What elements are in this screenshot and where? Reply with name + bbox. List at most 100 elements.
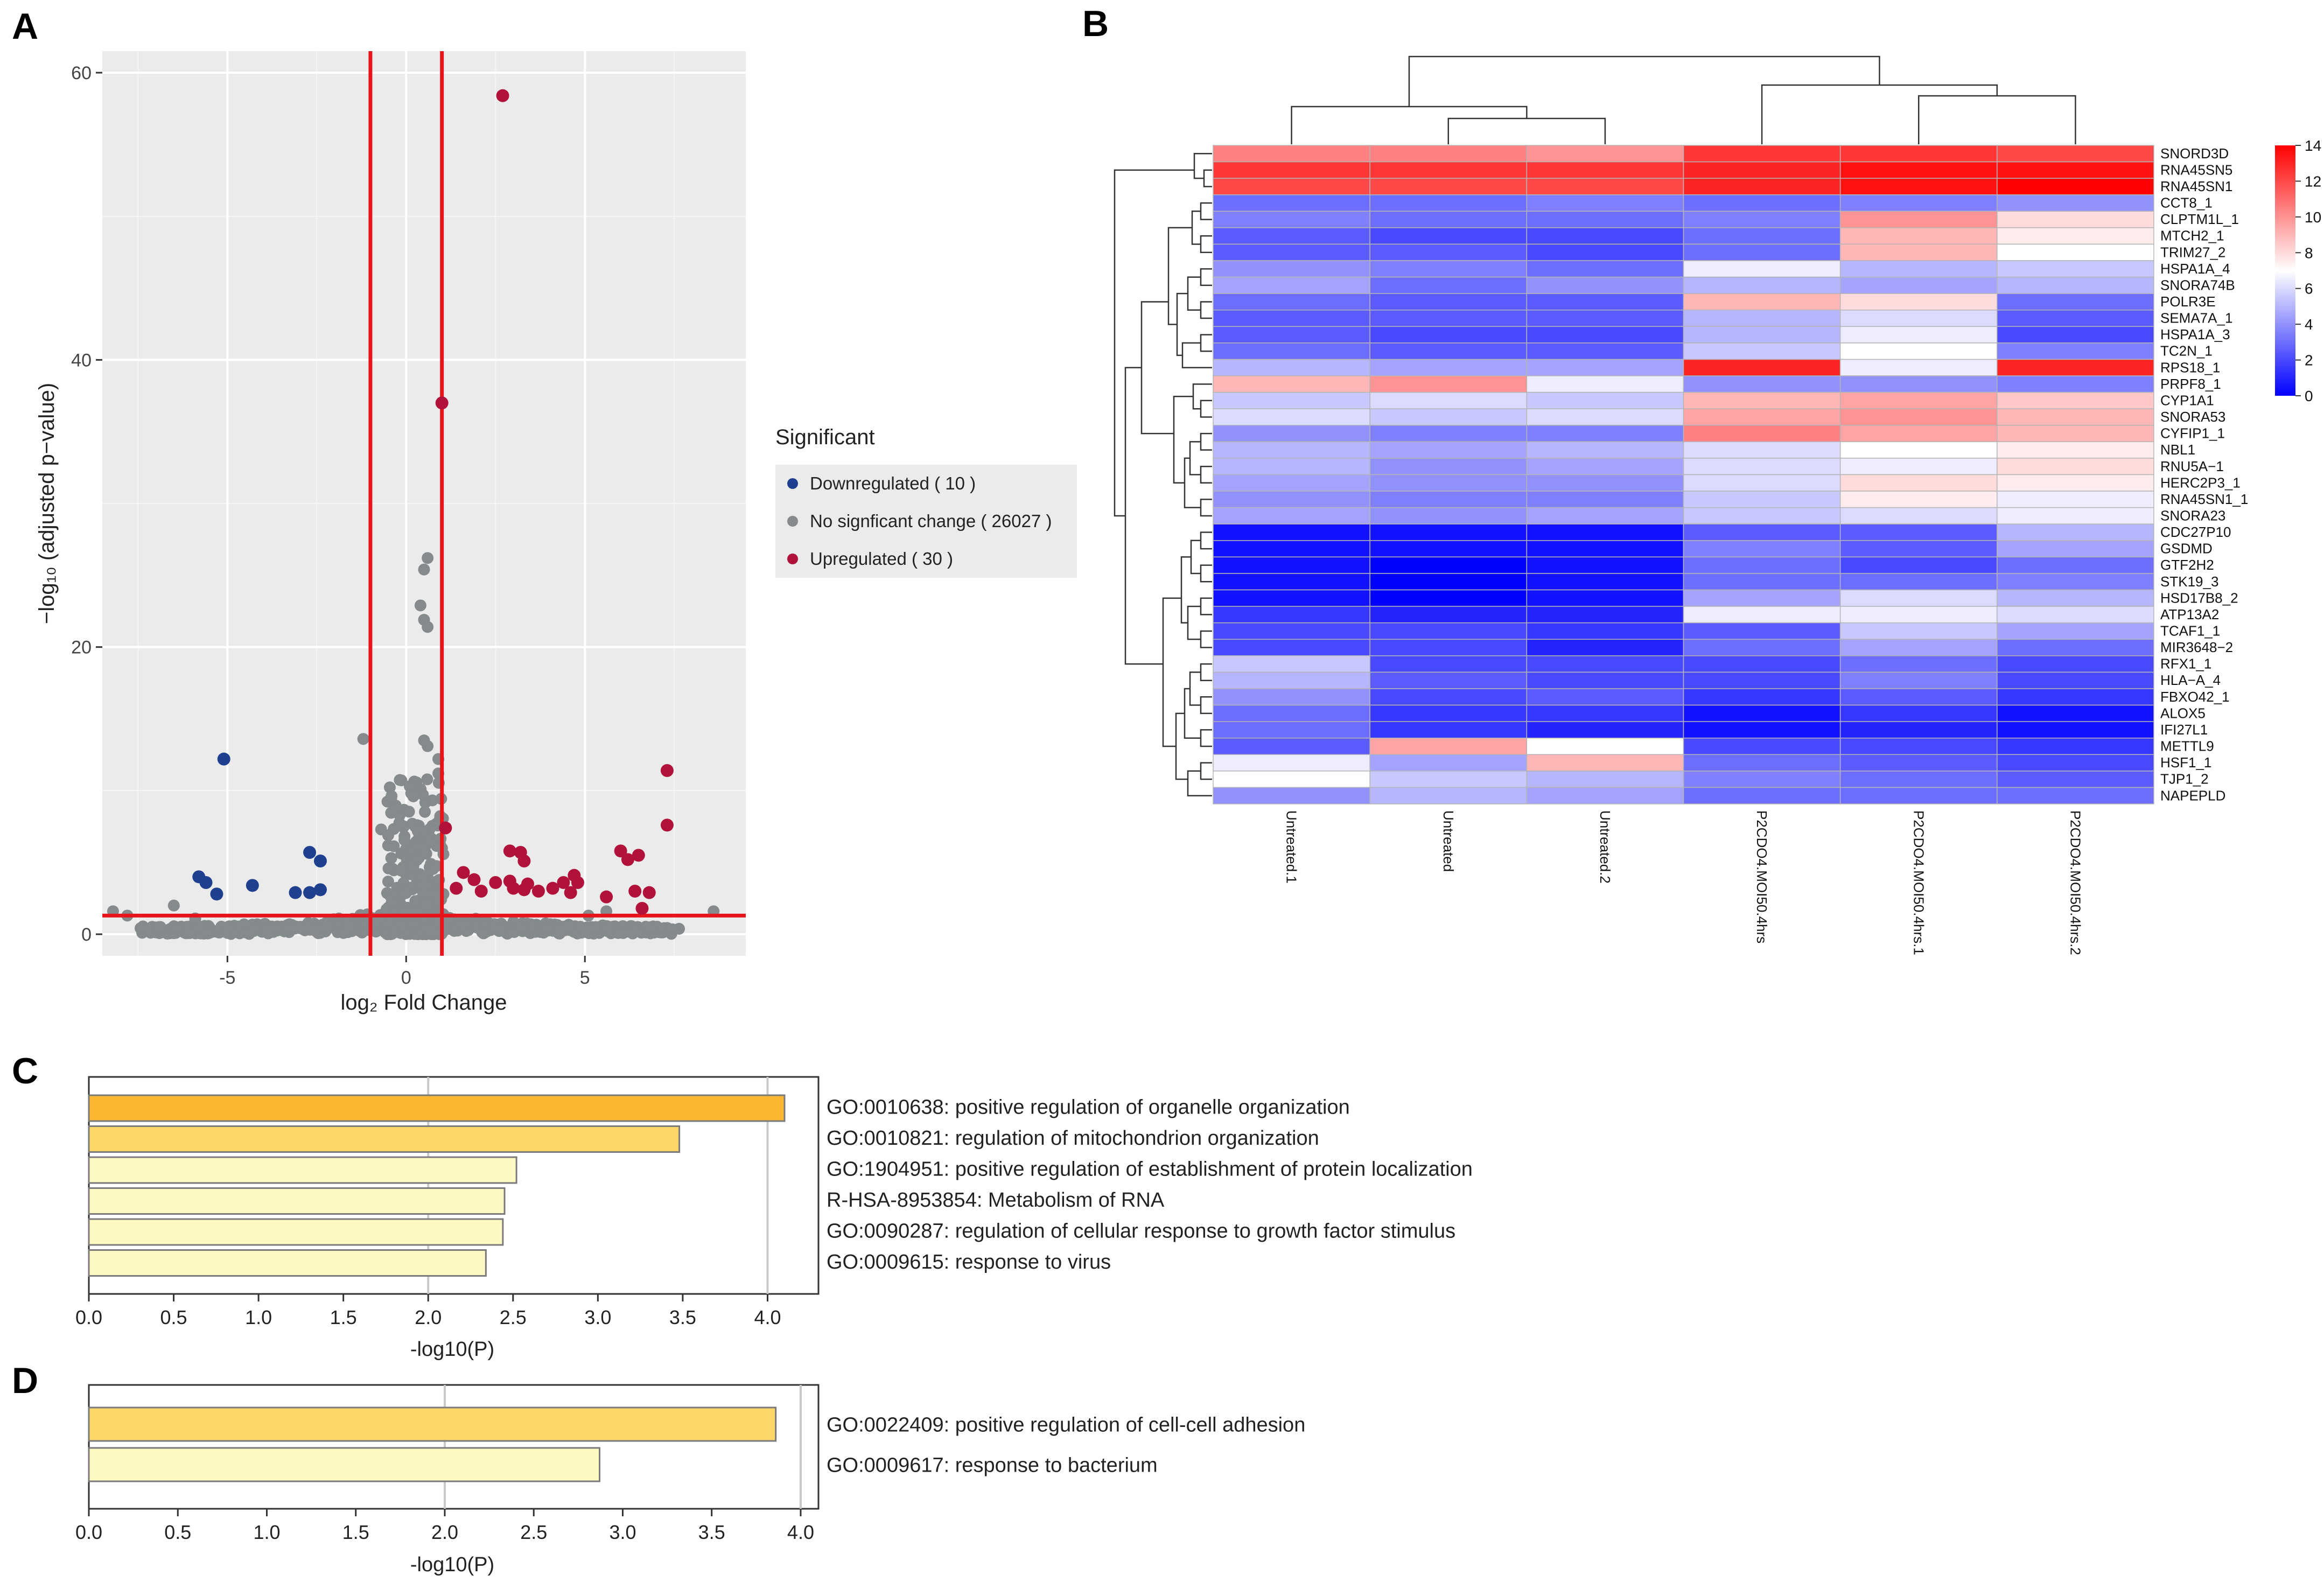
point-ns [442,920,454,932]
point-ns [418,907,431,919]
point-ns [361,920,374,933]
point-ns [632,925,644,937]
point-ns [341,915,353,927]
volcano-y-axis-label: −log₁₀ (adjusted p−value) [35,383,59,624]
point-ns [389,800,402,812]
point-ns [480,926,493,938]
point-ns [585,927,597,939]
point-ns [420,928,432,940]
point-ns [425,928,438,940]
heatmap-cell [1997,671,2154,689]
heatmap-row-label: SEMA7A_1 [2160,310,2232,326]
point-ns [489,922,501,935]
point-ns [178,926,191,938]
point-ns [403,928,416,940]
heatmap-cell [1526,375,1684,393]
heatmap-cell [1683,441,1841,459]
heatmap-cell [1369,342,1528,360]
point-ns [261,924,273,936]
point-ns [415,834,427,846]
point-down [246,879,259,892]
point-ns [409,925,422,937]
point-ns [573,926,585,938]
heatmap-cell [1997,211,2154,228]
point-ns [275,922,288,935]
point-ns [310,925,322,937]
point-ns [293,922,305,934]
heatmap-cell [1839,276,1998,294]
point-ns [272,922,284,935]
heatmap-cell [1839,474,1998,492]
heatmap-cell [1213,556,1370,574]
point-ns [394,888,406,901]
point-ns [403,806,415,818]
heatmap-cell [1997,474,2154,492]
heatmap-cell [1526,540,1684,558]
point-ns [369,918,381,930]
heatmap-cell [1369,622,1528,640]
point-ns [408,924,420,936]
point-ns [498,921,510,933]
heatmap-row-label: HSPA1A_3 [2160,326,2230,342]
heatmap-cell [1526,458,1684,475]
heatmap-cell [1213,573,1370,591]
point-ns [433,920,445,933]
point-ns [395,916,407,929]
point-ns [404,912,416,924]
point-ns [431,820,444,832]
point-ns [299,921,312,933]
heatmap-cell [1526,145,1684,163]
point-ns [421,870,433,882]
point-ns [429,920,441,933]
heatmap-column-label: Untreated.2 [1597,810,1613,884]
point-ns [433,913,445,925]
legend-label-down: Downregulated ( 10 ) [810,473,976,493]
point-ns [400,868,412,880]
point-ns [362,923,374,936]
point-ns [232,925,244,937]
heatmap-cell [1213,178,1370,195]
enrichment-term-label: R-HSA-8953854: Metabolism of RNA [827,1189,1165,1212]
point-ns [592,921,604,934]
point-ns [614,927,627,939]
point-ns [643,921,655,934]
point-ns [338,922,351,935]
point-ns [640,922,652,934]
point-up [435,396,449,410]
point-ns [435,912,447,924]
point-ns [516,925,529,937]
point-ns [411,850,424,863]
point-ns [414,928,426,940]
point-ns [434,915,446,927]
heatmap-row-label: HSD17B8_2 [2160,590,2238,606]
heatmap-row-label: MTCH2_1 [2160,228,2224,244]
point-ns [421,916,433,928]
point-ns [289,922,301,935]
heatmap-row-label: CCT8_1 [2160,195,2213,211]
point-ns [494,920,507,933]
point-ns [300,922,312,935]
point-ns [433,914,445,927]
point-ns [605,924,617,936]
point-ns [470,913,482,925]
point-ns [433,886,445,898]
point-ns [432,914,445,927]
heatmap-cell [1213,243,1370,261]
point-ns [653,926,666,939]
point-ns [384,889,396,901]
point-ns [508,926,520,938]
point-ns [416,914,429,927]
point-ns [399,925,411,937]
heatmap-cell [1683,622,1841,640]
point-ns [283,926,295,939]
point-ns [437,908,450,920]
legend-dot-down [787,478,798,489]
point-ns [397,877,410,889]
point-ns [429,916,442,928]
point-ns [500,927,513,939]
point-ns [416,905,428,918]
point-ns [332,920,345,933]
heatmap-cell [1997,391,2154,409]
point-ns [385,807,397,819]
point-ns [381,795,394,808]
